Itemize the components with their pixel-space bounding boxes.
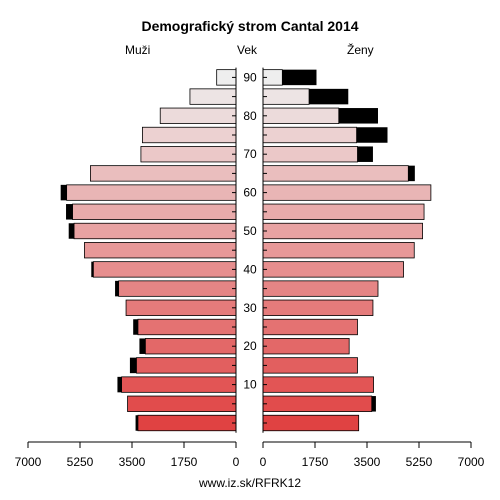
women-excess-bar	[371, 396, 376, 412]
men-bar	[92, 261, 237, 278]
women-bar	[262, 126, 357, 144]
men-bar	[144, 338, 237, 355]
women-x-tick-label: 5250	[406, 455, 433, 469]
men-bar	[141, 126, 237, 144]
women-bar	[262, 261, 404, 278]
women-bar	[262, 222, 423, 240]
women-bar	[262, 376, 374, 393]
men-x-tick-label: 1750	[171, 455, 198, 469]
women-excess-bar	[338, 108, 378, 124]
women-bar	[262, 395, 373, 412]
age-label: 90	[243, 70, 257, 84]
men-bar	[84, 242, 237, 259]
women-bar	[262, 107, 340, 124]
women-bar	[262, 280, 379, 297]
women-x-tick-label: 0	[260, 455, 267, 469]
left-axis-label: Muži	[125, 43, 151, 57]
women-bar	[262, 414, 360, 432]
women-bar	[262, 338, 350, 355]
women-x-tick-label: 7000	[458, 455, 485, 469]
men-bar	[159, 107, 237, 124]
men-x-tick-label: 7000	[15, 455, 42, 469]
men-bar	[137, 414, 237, 432]
women-excess-bar	[408, 165, 415, 182]
women-bar	[262, 203, 425, 220]
age-label: 70	[243, 147, 257, 161]
men-excess-bar	[66, 204, 73, 220]
men-excess-bar	[60, 184, 67, 201]
age-label: 80	[243, 109, 257, 123]
men-x-tick-label: 3500	[119, 455, 146, 469]
men-excess-bar	[68, 223, 75, 239]
men-excess-bar	[133, 319, 138, 335]
men-excess-bar	[139, 338, 146, 354]
men-excess-bar	[115, 280, 119, 297]
women-excess-bar	[282, 69, 317, 86]
men-bar	[189, 88, 237, 105]
women-bar	[262, 184, 432, 201]
women-excess-bar	[357, 146, 373, 162]
women-bar	[262, 146, 358, 163]
men-excess-bar	[91, 261, 94, 278]
men-bar	[66, 184, 237, 201]
women-bar	[262, 242, 415, 259]
age-label: 20	[243, 339, 257, 353]
women-bar	[262, 88, 310, 105]
men-bar	[125, 299, 237, 316]
age-label: 40	[243, 262, 257, 276]
footer-text: www.iz.sk/RFRK12	[198, 476, 302, 490]
women-bar	[262, 318, 358, 336]
women-bar	[262, 299, 374, 316]
men-x-tick-label: 5250	[67, 455, 94, 469]
age-label: 50	[243, 224, 257, 238]
men-bar	[72, 203, 237, 220]
women-x-tick-label: 3500	[354, 455, 381, 469]
men-bar	[140, 146, 237, 163]
men-x-tick-label: 0	[233, 455, 240, 469]
age-label: 30	[243, 301, 257, 315]
age-label: 10	[243, 378, 257, 392]
men-bar	[137, 318, 237, 336]
women-bar	[262, 357, 358, 374]
men-bar	[90, 165, 237, 182]
age-label: 60	[243, 186, 257, 200]
women-excess-bar	[309, 88, 349, 105]
men-bar	[136, 357, 237, 374]
men-excess-bar	[135, 415, 138, 431]
men-bar	[127, 395, 237, 412]
men-excess-bar	[129, 357, 137, 374]
men-excess-bar	[117, 376, 122, 393]
women-excess-bar	[356, 127, 388, 143]
men-bar	[118, 280, 237, 297]
women-bar	[262, 165, 409, 182]
men-bar	[121, 376, 237, 393]
right-axis-label: Ženy	[347, 43, 374, 57]
center-axis-label: Vek	[237, 43, 258, 57]
men-bar	[73, 222, 237, 240]
women-x-tick-label: 1750	[302, 455, 329, 469]
chart-title: Demografický strom Cantal 2014	[141, 18, 359, 34]
